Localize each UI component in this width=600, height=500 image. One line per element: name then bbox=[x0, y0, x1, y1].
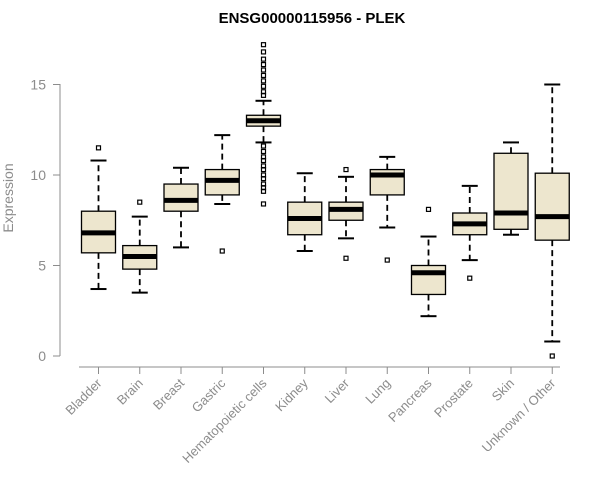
box-hematopoietic-cells bbox=[245, 42, 282, 207]
outlier-point bbox=[260, 72, 267, 79]
outlier-point bbox=[95, 145, 102, 151]
box-lung bbox=[369, 155, 405, 263]
x-tick-label: Kidney bbox=[272, 375, 311, 414]
box-breast bbox=[163, 166, 199, 249]
chart-title: ENSG00000115956 - PLEK bbox=[219, 10, 406, 27]
x-tick-label: Brain bbox=[114, 376, 146, 408]
outlier-point bbox=[425, 206, 432, 212]
x-tick-label: Unknown / Other bbox=[479, 375, 559, 455]
boxes bbox=[80, 42, 570, 359]
outlier-point bbox=[260, 188, 267, 194]
y-axis-label: Expression bbox=[0, 163, 16, 232]
y-tick-label: 0 bbox=[38, 348, 46, 364]
box-brain bbox=[122, 199, 158, 294]
outlier-point bbox=[260, 42, 267, 48]
outlier-point bbox=[260, 92, 267, 98]
x-tick-label: Skin bbox=[489, 376, 517, 404]
outlier-point bbox=[260, 201, 267, 207]
box-pancreas bbox=[410, 206, 447, 318]
outlier-point bbox=[260, 78, 267, 84]
outlier-point bbox=[219, 248, 225, 254]
box-bladder bbox=[80, 145, 117, 291]
outlier-point bbox=[384, 257, 390, 263]
iqr-box bbox=[410, 264, 447, 296]
box-gastric bbox=[204, 134, 240, 254]
box-unknown-other bbox=[534, 83, 570, 359]
box-skin bbox=[493, 141, 529, 236]
outlier-point bbox=[260, 166, 267, 173]
outlier-point bbox=[343, 166, 349, 173]
box-liver bbox=[328, 166, 364, 261]
iqr-box bbox=[493, 152, 529, 230]
outlier-point bbox=[260, 157, 267, 164]
y-tick-label: 15 bbox=[30, 77, 46, 93]
x-tick-label: Gastric bbox=[189, 375, 229, 415]
x-tick-label: Pancreas bbox=[385, 375, 435, 425]
outlier-point bbox=[260, 148, 267, 155]
outlier-point bbox=[137, 199, 143, 205]
box-prostate bbox=[452, 184, 488, 281]
outlier-point bbox=[260, 56, 267, 62]
y-ticks: 0 5 10 15 bbox=[30, 77, 60, 364]
box-kidney bbox=[287, 172, 323, 253]
outlier-point bbox=[260, 176, 267, 182]
outlier-point bbox=[260, 61, 267, 68]
outlier-point bbox=[260, 67, 267, 73]
x-tick-label: Prostate bbox=[431, 376, 476, 421]
y-tick-label: 5 bbox=[38, 258, 46, 274]
x-tick-label: Lung bbox=[362, 376, 393, 407]
outlier-point bbox=[260, 143, 267, 149]
outlier-point bbox=[260, 49, 267, 55]
x-tick-label: Liver bbox=[322, 375, 353, 406]
x-tick-label: Bladder bbox=[62, 375, 105, 418]
outlier-point bbox=[343, 255, 349, 261]
outlier-point bbox=[467, 275, 473, 281]
y-tick-label: 10 bbox=[30, 167, 46, 183]
iqr-box bbox=[163, 183, 199, 212]
outlier-point bbox=[549, 353, 555, 359]
x-tick-label: Breast bbox=[150, 375, 187, 412]
iqr-box bbox=[534, 172, 570, 241]
outlier-point bbox=[260, 83, 267, 89]
